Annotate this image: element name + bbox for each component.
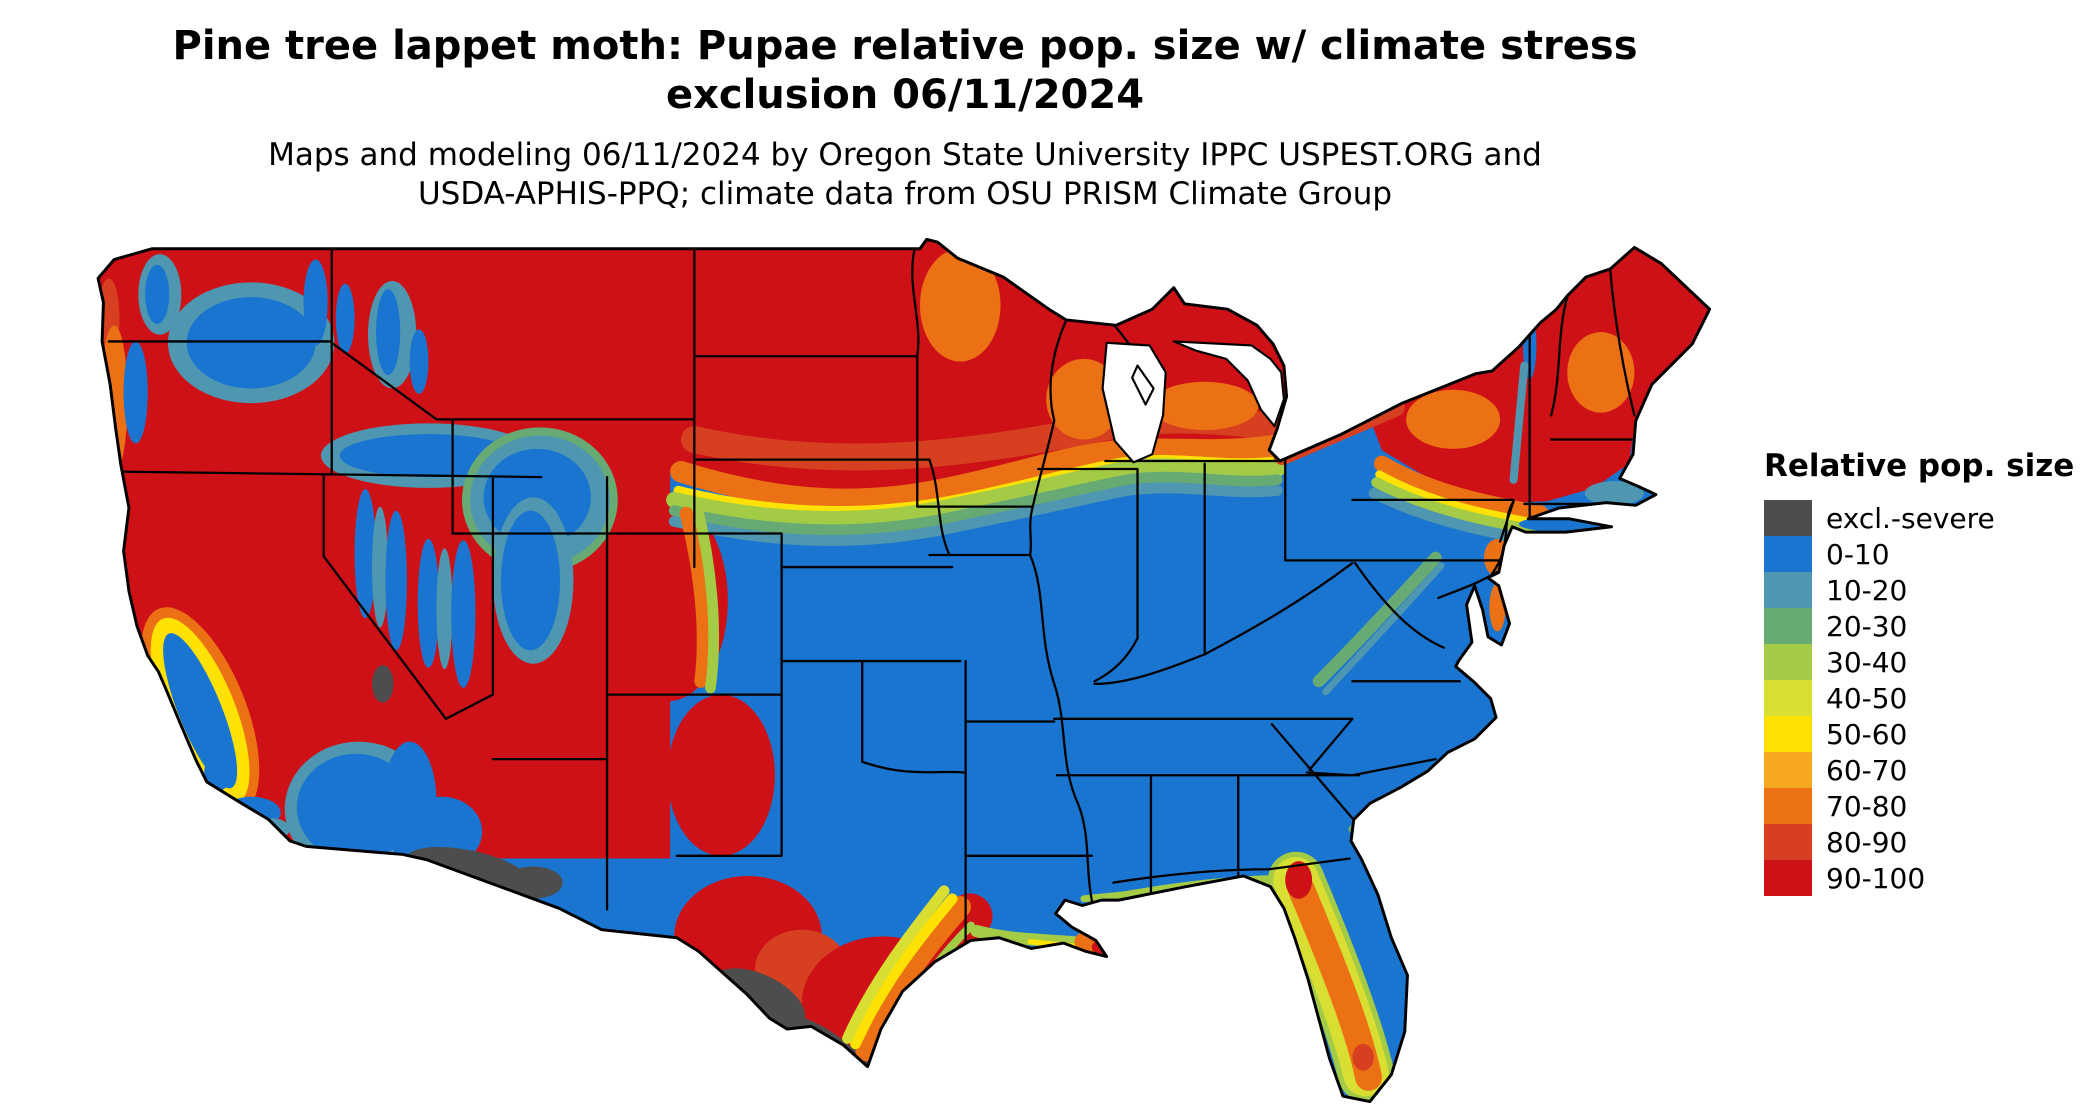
legend-title: Relative pop. size <box>1764 448 2075 484</box>
legend-item: 40-50 <box>1764 680 2074 716</box>
legend-item: 0-10 <box>1764 536 2074 572</box>
legend-item: excl.-severe <box>1764 500 2074 536</box>
legend-item: 70-80 <box>1764 788 2074 824</box>
map-header: Pine tree lappet moth: Pupae relative po… <box>0 22 1810 215</box>
legend-label: 10-20 <box>1826 573 1908 607</box>
legend: Relative pop. size excl.-severe 0-10 10-20… <box>1764 448 2074 896</box>
legend-label: 20-30 <box>1826 609 1908 643</box>
legend-swatch <box>1764 572 1812 608</box>
legend-item: 50-60 <box>1764 716 2074 752</box>
legend-item: 20-30 <box>1764 608 2074 644</box>
legend-item: 10-20 <box>1764 572 2074 608</box>
map-subtitle: Maps and modeling 06/11/2024 by Oregon S… <box>0 136 1810 215</box>
legend-label: 30-40 <box>1826 645 1908 679</box>
legend-swatch <box>1764 644 1812 680</box>
legend-swatch <box>1764 752 1812 788</box>
legend-item: 80-90 <box>1764 824 2074 860</box>
lake-huron <box>1172 340 1285 428</box>
page-title-line1: Pine tree lappet moth: Pupae relative po… <box>172 23 1638 69</box>
legend-swatch <box>1764 788 1812 824</box>
legend-label: 50-60 <box>1826 717 1908 751</box>
legend-swatch <box>1764 536 1812 572</box>
legend-swatch <box>1764 860 1812 896</box>
legend-swatch <box>1764 500 1812 536</box>
us-map-svg <box>96 238 1712 1104</box>
us-map <box>90 238 1715 1111</box>
legend-swatch <box>1764 824 1812 860</box>
state-borders <box>107 247 1636 965</box>
legend-item: 60-70 <box>1764 752 2074 788</box>
legend-swatch <box>1764 608 1812 644</box>
great-lakes <box>1101 340 1285 464</box>
legend-label: 80-90 <box>1826 825 1908 859</box>
us-outline <box>96 238 1712 1104</box>
subtitle-line2: USDA-APHIS-PPQ; climate data from OSU PR… <box>417 176 1393 213</box>
legend-swatch <box>1764 716 1812 752</box>
legend-label: excl.-severe <box>1826 501 1995 535</box>
legend-items: excl.-severe 0-10 10-20 20-30 30-40 40-50 50-6… <box>1764 500 2074 896</box>
lake-michigan <box>1101 341 1167 464</box>
legend-item: 90-100 <box>1764 860 2074 896</box>
legend-label: 90-100 <box>1826 861 1926 895</box>
legend-label: 40-50 <box>1826 681 1908 715</box>
legend-label: 60-70 <box>1826 753 1908 787</box>
legend-label: 0-10 <box>1826 537 1890 571</box>
page-title-line2: exclusion 06/11/2024 <box>665 71 1145 118</box>
raster-layer <box>98 239 1710 1102</box>
legend-item: 30-40 <box>1764 644 2074 680</box>
green-bay <box>1131 364 1155 406</box>
legend-label: 70-80 <box>1826 789 1908 823</box>
legend-swatch <box>1764 680 1812 716</box>
subtitle-line1: Maps and modeling 06/11/2024 by Oregon S… <box>268 136 1542 173</box>
